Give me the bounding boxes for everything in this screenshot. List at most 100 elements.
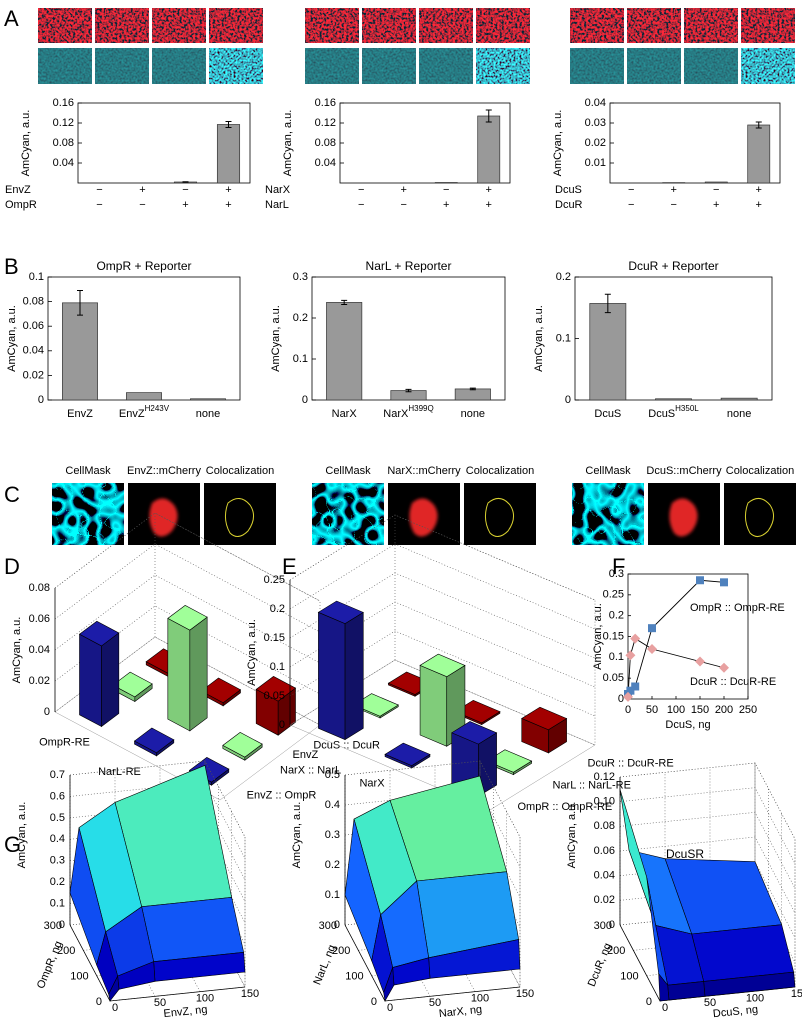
factor-level: − <box>139 199 145 211</box>
micrograph <box>572 483 644 545</box>
z-axis-label: AmCyan, a.u. <box>16 802 28 869</box>
factor-level: + <box>486 199 492 211</box>
y-tick-label: 0.1 <box>293 353 308 365</box>
bar-3d <box>222 732 263 761</box>
micrograph <box>204 483 276 545</box>
x-tick-label: 250 <box>739 704 757 716</box>
z-tick-label: 0.2 <box>270 603 285 615</box>
factor-level: + <box>139 184 145 196</box>
factor-level: − <box>358 184 364 196</box>
y-axis-label: NarL, ng <box>311 943 338 987</box>
y-tick-label: 200 <box>332 945 350 957</box>
bar-face <box>521 706 568 731</box>
x-tick-label-superscript: H350L <box>675 404 699 413</box>
factor-level: − <box>628 184 634 196</box>
bar-face <box>78 620 120 647</box>
x-tick-label: 0 <box>112 1002 118 1014</box>
x-tick-label: NarXH399Q <box>383 404 433 420</box>
x-tick-label: 100 <box>471 993 489 1005</box>
y-tick-label: 0.2 <box>293 312 308 324</box>
error-bar <box>469 387 476 391</box>
image-tile <box>305 8 359 43</box>
y-tick-label: 0.15 <box>603 630 624 642</box>
z-tick-label: 0.6 <box>50 790 65 802</box>
error-bar <box>485 109 492 123</box>
y-tick-label: 0.3 <box>293 271 308 283</box>
y-axis-label: AmCyan, a.u. <box>20 110 32 177</box>
x-tick-label: 0 <box>662 1002 668 1014</box>
x-tick-label-superscript: H399Q <box>408 404 433 413</box>
micrograph-label: NarX::mCherry <box>387 465 461 477</box>
bar-3d <box>384 742 431 769</box>
y-axis-label: OmpR, ng <box>35 939 65 990</box>
bar <box>216 124 241 184</box>
box-edge <box>394 514 596 745</box>
factor-level: + <box>756 184 762 196</box>
bar <box>190 398 226 401</box>
y-tick-label: 200 <box>57 945 75 957</box>
marker <box>626 686 635 695</box>
x-tick-label: 0 <box>625 704 631 716</box>
y-tick-label: 0.12 <box>315 117 336 129</box>
y-axis-label: AmCyan, a.u. <box>592 603 604 670</box>
bar <box>589 303 627 401</box>
x-tick-label: 200 <box>715 704 733 716</box>
z-tick-label: 0.25 <box>264 574 285 586</box>
bar <box>477 115 501 184</box>
image-tile <box>476 48 530 84</box>
y-tick-label: 0 <box>302 394 308 406</box>
z-tick-label: 0.4 <box>325 799 340 811</box>
surface-patch <box>141 897 245 962</box>
x-tick-label: none <box>461 408 485 420</box>
y-tick-label: 0 <box>565 394 571 406</box>
cell-signal <box>149 498 178 537</box>
micrograph-label: DcuS::mCherry <box>646 465 722 477</box>
z-tick-label: 0 <box>609 919 615 931</box>
marker <box>623 691 633 702</box>
bar-face <box>419 653 466 678</box>
micrograph-label: EnvZ::mCherry <box>127 465 201 477</box>
z-tick-label: 0.08 <box>594 820 615 832</box>
y-tick-label: 0.04 <box>23 345 44 357</box>
x-tick-label-main: NarX <box>383 408 409 420</box>
factor-level: − <box>401 199 407 211</box>
y-tick-label: 0.02 <box>23 369 44 381</box>
image-tile <box>152 48 206 84</box>
micrograph-label: CellMask <box>585 465 631 477</box>
chart-title: DcuSR <box>666 847 704 861</box>
z-tick-label: 0.5 <box>50 812 65 824</box>
marker <box>719 662 729 673</box>
factor-level: + <box>182 199 188 211</box>
x-tick-label: NarX <box>359 777 385 789</box>
image-tile <box>570 48 624 84</box>
x-tick-label-main: none <box>196 408 220 420</box>
micrograph <box>464 483 536 545</box>
x-tick-label-main: NarX <box>332 408 358 420</box>
bar-face <box>486 749 533 773</box>
bar-3d <box>419 653 466 747</box>
bar-face <box>255 676 297 702</box>
image-tile <box>38 8 92 43</box>
grid-line <box>289 543 596 630</box>
image-tile <box>362 48 416 84</box>
bar <box>62 302 98 401</box>
bar-3d <box>317 600 364 741</box>
y-axis-label: DcuR, ng <box>586 941 614 988</box>
panel-label: D <box>4 554 20 579</box>
bar-3d <box>255 676 297 736</box>
bar <box>434 182 458 184</box>
z-tick-label: 0 <box>44 706 50 718</box>
y-tick-label: 0 <box>646 996 652 1008</box>
image-tile <box>684 48 738 84</box>
z-tick-label: 0.1 <box>270 661 285 673</box>
error-bar <box>77 290 83 316</box>
cell-signal <box>409 498 438 537</box>
error-bar <box>604 293 611 314</box>
micrograph-label: Colocalization <box>466 465 534 477</box>
factor-level: + <box>486 184 492 196</box>
bar-3d <box>133 727 175 757</box>
bar-face <box>189 616 208 732</box>
z-tick-label: 0.04 <box>594 870 615 882</box>
x-tick-label: 150 <box>241 988 259 1000</box>
bar-face <box>317 600 364 624</box>
